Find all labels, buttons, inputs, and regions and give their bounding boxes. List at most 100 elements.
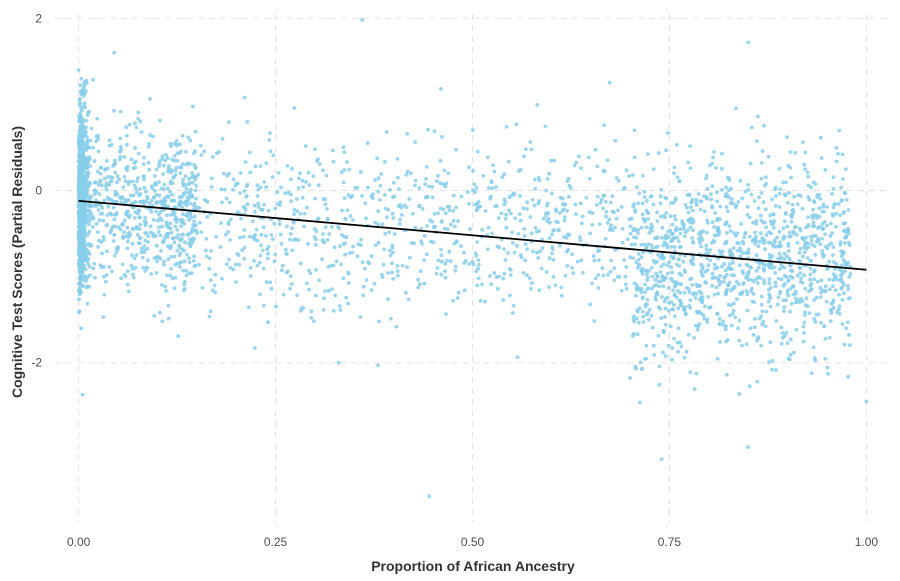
data-point <box>819 156 824 160</box>
data-point <box>490 231 494 236</box>
data-point <box>839 276 843 281</box>
data-point <box>123 201 127 205</box>
data-point <box>746 183 750 187</box>
data-point <box>677 257 681 262</box>
data-point <box>798 280 803 284</box>
data-point <box>772 219 777 224</box>
y-tick-label: 0 <box>35 184 42 198</box>
data-point <box>207 256 212 261</box>
data-point <box>660 274 665 279</box>
data-point <box>121 185 126 190</box>
data-point <box>761 200 766 205</box>
data-point <box>170 192 175 197</box>
data-point <box>810 213 815 218</box>
data-point <box>451 299 456 303</box>
data-point <box>300 195 305 200</box>
data-point <box>444 312 448 316</box>
data-point <box>148 224 153 229</box>
data-point <box>571 271 576 275</box>
data-point <box>591 254 596 259</box>
data-point <box>847 332 851 337</box>
data-point <box>190 171 195 176</box>
data-point <box>453 264 458 269</box>
data-point <box>660 254 664 258</box>
data-point <box>813 358 818 363</box>
data-point <box>775 302 780 307</box>
data-point <box>714 166 718 170</box>
data-point <box>567 195 571 199</box>
data-point <box>805 170 810 175</box>
data-point <box>679 303 683 307</box>
data-point <box>764 309 769 314</box>
data-point <box>674 228 679 232</box>
data-point <box>85 193 89 198</box>
data-point <box>543 124 548 129</box>
data-point <box>840 322 845 326</box>
data-point <box>252 259 256 263</box>
data-point <box>440 259 444 264</box>
data-point <box>635 316 639 321</box>
data-point <box>774 368 778 373</box>
data-point <box>85 158 89 163</box>
data-point <box>735 240 740 245</box>
data-point <box>127 122 132 127</box>
data-point <box>793 151 798 155</box>
data-point <box>166 316 171 321</box>
data-point <box>740 196 745 201</box>
data-point <box>388 248 392 253</box>
data-point <box>574 212 578 217</box>
data-point <box>638 360 643 365</box>
data-point <box>113 189 118 194</box>
data-point <box>531 249 535 254</box>
data-point <box>442 168 447 173</box>
data-point <box>127 179 132 184</box>
data-point <box>844 263 848 268</box>
data-point <box>523 242 528 247</box>
data-point <box>279 241 284 246</box>
data-point <box>471 168 475 173</box>
data-point <box>529 147 534 152</box>
data-point <box>81 118 86 122</box>
data-point <box>548 221 552 225</box>
data-point <box>459 194 464 199</box>
data-point <box>617 275 622 279</box>
data-point <box>672 171 676 176</box>
data-point <box>672 214 677 218</box>
data-point <box>622 258 626 262</box>
data-point <box>267 138 272 142</box>
data-point <box>179 224 184 229</box>
data-point <box>180 218 185 223</box>
data-point <box>269 233 274 237</box>
data-point <box>704 247 709 252</box>
data-point <box>803 240 808 245</box>
data-point <box>558 211 562 215</box>
data-point <box>703 304 707 309</box>
data-point <box>139 246 144 251</box>
data-point <box>80 90 85 95</box>
data-point <box>165 213 169 218</box>
data-point <box>295 197 299 202</box>
data-point <box>459 244 463 249</box>
data-point <box>728 201 733 205</box>
data-point <box>109 197 114 202</box>
data-point <box>577 154 581 159</box>
data-point <box>699 291 704 296</box>
data-point <box>632 314 636 319</box>
data-point <box>795 273 800 278</box>
data-point <box>681 259 686 264</box>
data-point <box>159 248 163 253</box>
data-point <box>846 208 851 212</box>
data-point <box>136 151 141 156</box>
data-point <box>89 243 94 248</box>
data-point <box>86 243 90 248</box>
data-point <box>749 289 753 294</box>
data-point <box>675 235 679 240</box>
data-point <box>700 295 705 300</box>
data-point <box>345 208 350 213</box>
data-point <box>210 155 215 159</box>
data-point <box>678 231 683 236</box>
data-point <box>663 354 668 358</box>
data-point <box>641 314 646 319</box>
data-point <box>725 175 730 180</box>
data-point <box>193 177 198 182</box>
